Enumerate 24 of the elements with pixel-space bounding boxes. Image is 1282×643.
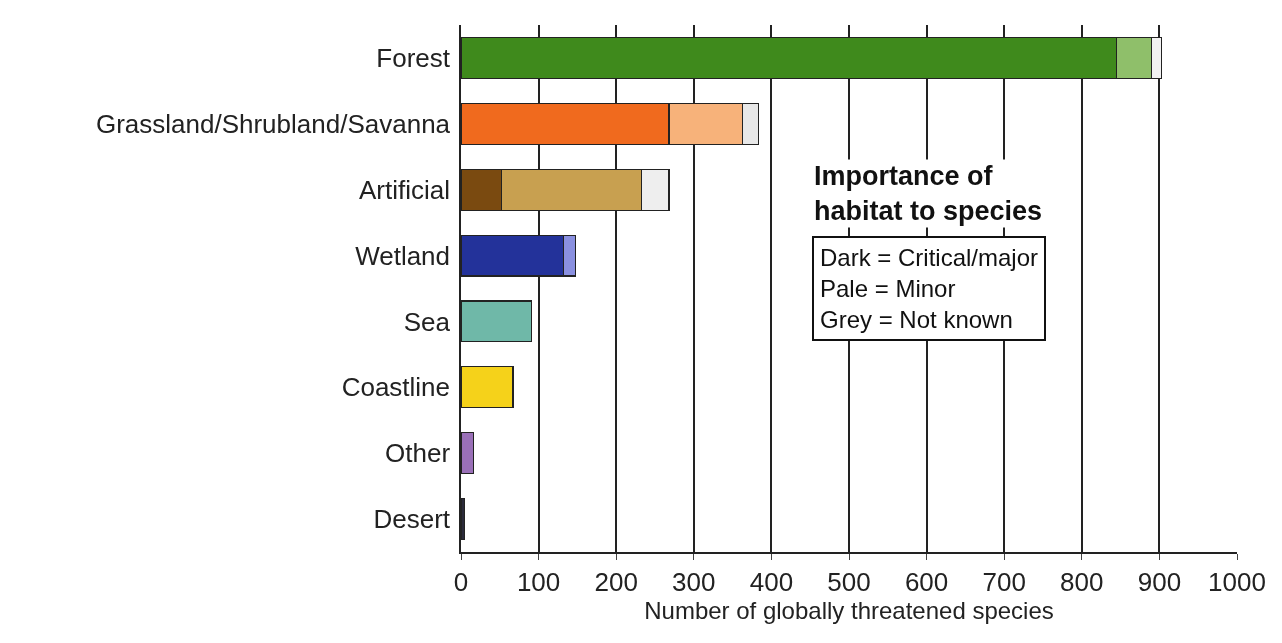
y-tick-label: Forest <box>376 43 451 74</box>
x-tick-label: 100 <box>516 566 561 597</box>
x-tick-label: 1000 <box>1208 566 1266 597</box>
x-tick-label: 200 <box>594 566 638 597</box>
x-tick-label: 900 <box>1137 566 1182 597</box>
x-tick-label: 500 <box>827 566 871 597</box>
x-tick-label: 300 <box>672 566 716 597</box>
y-tick-label: Coastline <box>341 372 451 403</box>
y-tick-label: Grassland/Shrubland/Savanna <box>95 108 451 139</box>
y-tick-label: Other <box>385 438 451 469</box>
x-tick-label: 700 <box>982 566 1026 597</box>
annotation: Grey = Not known <box>820 306 1013 334</box>
x-tick-label: 0 <box>453 566 469 597</box>
x-tick-label: 800 <box>1060 566 1104 597</box>
annotation: Importance of habitat to species <box>814 161 1043 227</box>
y-tick-label: Wetland <box>355 240 451 271</box>
y-tick-label: Desert <box>373 504 451 535</box>
x-tick-label: 400 <box>749 566 794 597</box>
y-tick-label: Artificial <box>359 174 451 205</box>
annotation: Dark = Critical/major <box>820 244 1039 271</box>
x-axis-title: Number of globally threatened species <box>644 596 1054 624</box>
annotation: Pale = Minor <box>820 275 956 303</box>
y-tick-label: Sea <box>403 306 451 337</box>
x-tick-label: 600 <box>904 566 949 597</box>
